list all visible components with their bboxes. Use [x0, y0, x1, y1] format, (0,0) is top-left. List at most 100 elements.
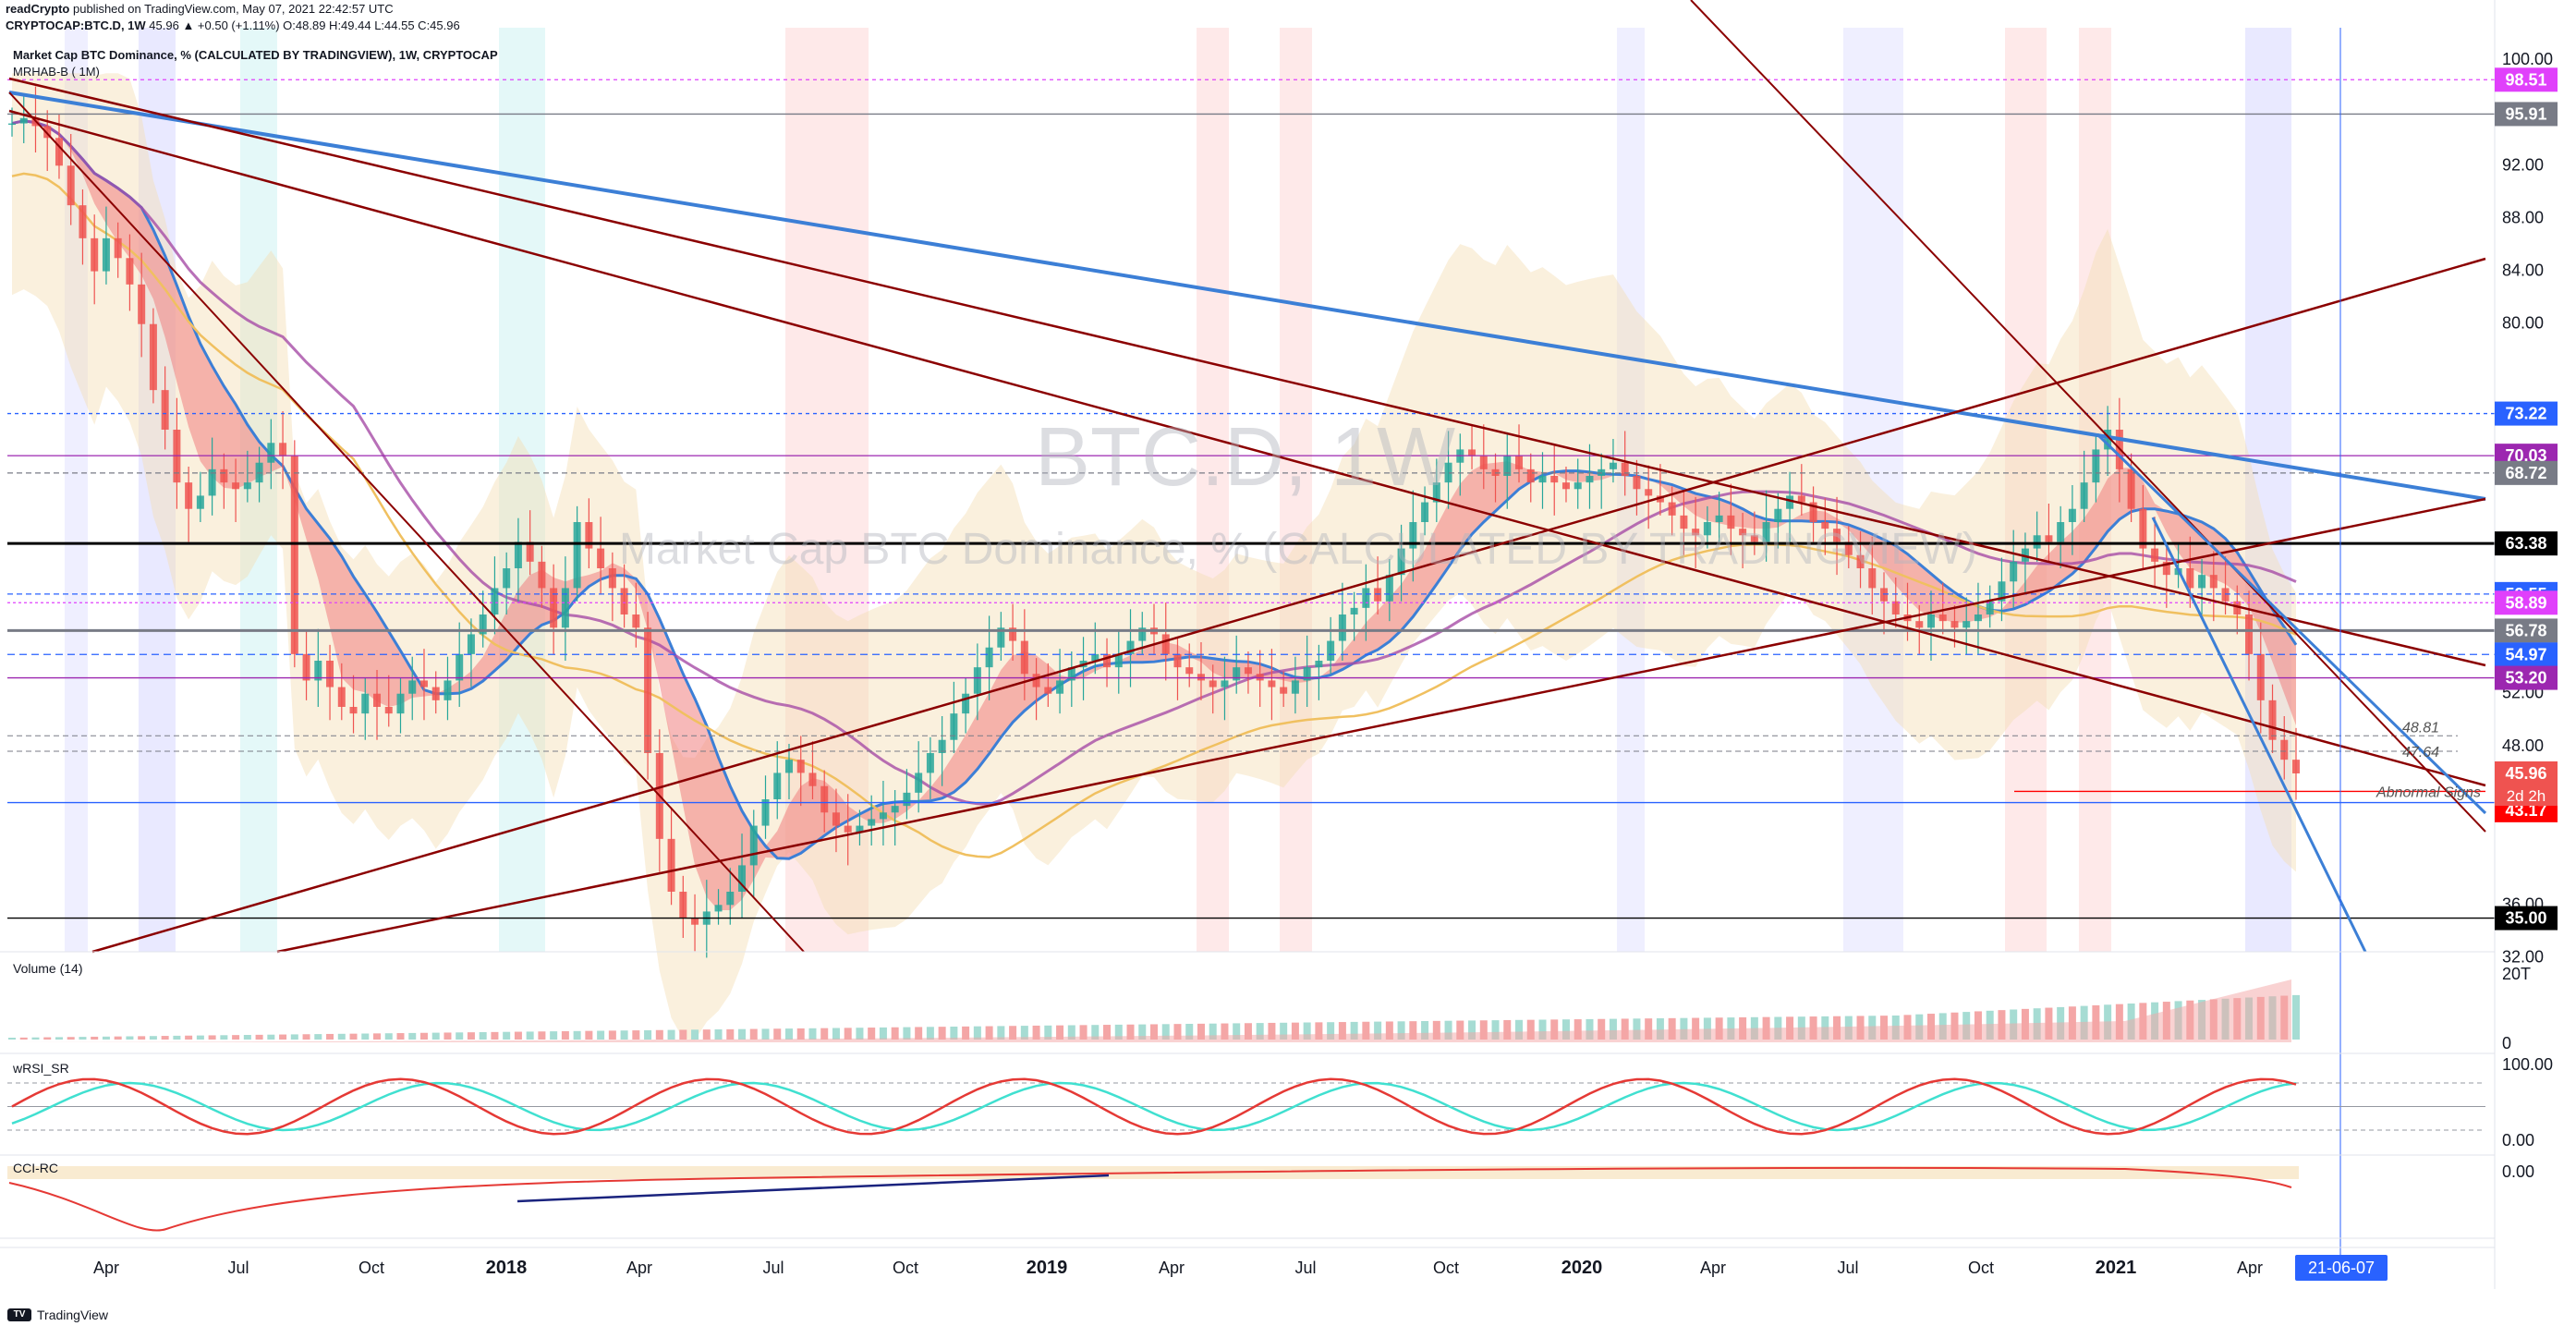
candle-body-147 [1739, 529, 1747, 536]
candle-body-132 [1561, 482, 1570, 490]
price-label-73.22: 73.22 [2505, 405, 2546, 423]
volume-bar-140 [1656, 1018, 1664, 1040]
trendline-red-1 [8, 77, 2486, 667]
x-tick-4: Apr [626, 1259, 652, 1277]
ma-yellow-line [11, 172, 2297, 858]
volume-tick-20t: 20T [2502, 965, 2531, 983]
volume-bar-103 [1221, 1023, 1229, 1040]
candle-body-131 [1550, 476, 1559, 483]
volume-bar-25 [302, 1034, 310, 1040]
candle-body-109 [1291, 680, 1299, 694]
volume-pane-label[interactable]: Volume (14) [13, 961, 83, 976]
volume-bar-39 [467, 1032, 475, 1040]
candle-body-52 [620, 588, 628, 614]
x-tick-11: 2020 [1561, 1258, 1603, 1278]
volume-bar-127 [1503, 1019, 1512, 1040]
candle-body-129 [1526, 468, 1535, 483]
volume-bar-124 [1468, 1020, 1476, 1040]
candle-body-175 [2068, 508, 2076, 522]
candle-body-160 [1891, 601, 1900, 614]
volume-bar-27 [326, 1033, 334, 1040]
candle-body-82 [973, 667, 981, 694]
candle-body-60 [714, 905, 723, 912]
volume-bar-31 [373, 1033, 382, 1040]
volume-bar-71 [844, 1028, 852, 1040]
candle-body-164 [1938, 614, 1947, 622]
volume-bar-75 [891, 1027, 899, 1040]
cci-pane-label[interactable]: CCI-RC [13, 1161, 58, 1175]
price-label-53.20: 53.20 [2505, 669, 2546, 687]
candle-body-6 [79, 205, 87, 238]
wrsi-pane-label[interactable]: wRSI_SR [13, 1061, 69, 1076]
volume-bar-134 [1586, 1018, 1594, 1040]
y-tick-32: 32.00 [2502, 947, 2544, 966]
volume-bar-115 [1362, 1021, 1370, 1040]
candle-body-165 [1950, 621, 1959, 628]
candle-body-43 [514, 541, 522, 568]
candle-body-130 [1538, 476, 1547, 483]
candle-body-193 [2280, 739, 2289, 760]
candle-body-167 [1974, 614, 1982, 622]
candle-body-116 [1374, 588, 1382, 602]
trendline-blue-main [8, 91, 2486, 501]
volume-bar-33 [396, 1033, 405, 1040]
price-label-bg-53.20 [2495, 665, 2558, 690]
candle-body-19 [232, 482, 240, 490]
candle-body-188 [2221, 588, 2230, 602]
candle-body-111 [1315, 661, 1323, 668]
indicator-title-text: MRHAB-B ( 1M) [13, 65, 100, 79]
candle-body-72 [856, 825, 864, 833]
candle-body-113 [1338, 614, 1346, 641]
price-label-bg-73.22 [2495, 401, 2558, 426]
price-label-70.03: 70.03 [2505, 446, 2546, 465]
volume-bar-129 [1526, 1019, 1535, 1040]
footer-brand[interactable]: TradingView [37, 1308, 109, 1322]
price-label-bg-35.00 [2495, 906, 2558, 931]
cci-tick-0: 0.00 [2502, 1162, 2534, 1181]
volume-bar-70 [832, 1028, 840, 1040]
volume-bar-119 [1409, 1021, 1417, 1040]
candle-body-105 [1244, 667, 1252, 675]
candle-body-27 [326, 661, 334, 687]
candle-body-106 [1256, 674, 1264, 681]
volume-bar-106 [1256, 1023, 1264, 1040]
volume-bar-23 [279, 1034, 287, 1040]
candle-body-166 [1962, 621, 1971, 628]
candle-body-58 [691, 918, 699, 925]
volume-bar-1 [19, 1037, 28, 1040]
volume-bar-22 [267, 1034, 275, 1040]
minor-label-48.81: 48.81 [2402, 720, 2439, 736]
x-tick-8: Apr [1159, 1259, 1185, 1277]
candle-body-158 [1868, 568, 1877, 589]
candle-body-66 [784, 760, 793, 773]
shade-band-5 [1197, 28, 1229, 952]
shade-band-11 [2245, 28, 2291, 952]
volume-bar-78 [926, 1027, 934, 1040]
volume-bar-74 [879, 1027, 887, 1040]
candle-body-157 [1856, 554, 1865, 568]
candle-body-173 [2045, 535, 2053, 542]
volume-bar-49 [585, 1030, 593, 1040]
volume-bar-105 [1244, 1023, 1252, 1040]
volume-bar-32 [384, 1033, 393, 1040]
symbol-name[interactable]: CRYPTOCAP:BTC.D, 1W [6, 18, 146, 32]
volume-bar-8 [102, 1036, 110, 1040]
volume-bar-114 [1350, 1021, 1358, 1040]
candle-body-75 [891, 806, 899, 813]
current-date-label: 21-06-07 [2308, 1259, 2375, 1277]
author-name[interactable]: readCrypto [6, 2, 70, 16]
volume-bar-135 [1598, 1018, 1606, 1040]
candle-body-114 [1350, 607, 1358, 614]
price-label-98.51: 98.51 [2505, 70, 2546, 89]
volume-bar-43 [514, 1031, 522, 1040]
series-title-text[interactable]: Market Cap BTC Dominance, % (CALCULATED … [13, 48, 498, 62]
indicator-title[interactable]: MRHAB-B ( 1M) [13, 65, 100, 79]
candle-body-122 [1444, 462, 1452, 483]
trendline-blue-3 [2151, 517, 2367, 953]
candle-body-33 [396, 693, 405, 714]
wrsi-line [11, 1077, 2297, 1136]
volume-bar-101 [1197, 1023, 1205, 1040]
candle-body-63 [749, 825, 758, 866]
candle-body-13 [161, 390, 169, 430]
